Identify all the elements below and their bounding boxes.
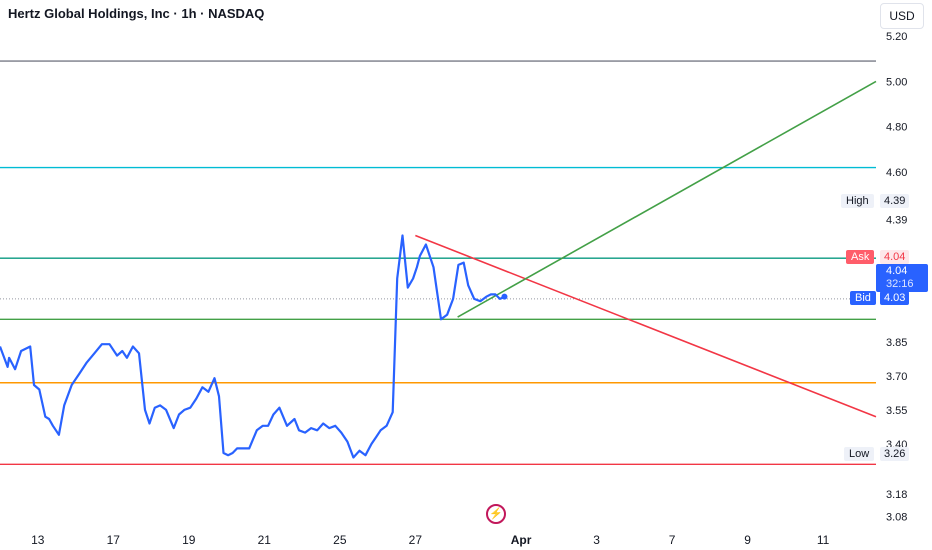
x-tick-label: 11 <box>817 533 830 547</box>
trendline-1 <box>457 80 877 318</box>
tradingview-logo-icon[interactable]: ⚡ <box>486 504 506 524</box>
low-label: Low <box>844 447 875 461</box>
bid-label: Bid <box>850 291 876 305</box>
x-tick-label: 21 <box>258 533 272 547</box>
y-tick-label: 4.60 <box>886 167 907 179</box>
high-value: 4.39 <box>880 194 910 208</box>
trendlines <box>415 80 877 418</box>
price-line-series <box>0 234 505 459</box>
y-tick-label: 4.80 <box>886 122 907 134</box>
x-tick-label: Apr <box>511 533 532 547</box>
chart-title: Hertz Global Holdings, Inc · 1h · NASDAQ <box>8 6 265 21</box>
y-tick-label: 5.20 <box>886 31 907 43</box>
current-price-value: 4.04 <box>886 265 908 277</box>
horizontal-levels <box>0 60 876 466</box>
trendline-0 <box>415 234 877 418</box>
y-tick-label: 3.85 <box>886 337 907 349</box>
y-tick-label: 3.55 <box>886 405 907 417</box>
price-series <box>0 234 508 459</box>
y-tick-label: 3.18 <box>886 489 907 501</box>
high-label: High <box>841 194 874 208</box>
bid-value: 4.03 <box>880 291 910 305</box>
last-price-point <box>501 293 508 300</box>
x-tick-label: 27 <box>409 533 423 547</box>
x-tick-label: 17 <box>107 533 121 547</box>
currency-button[interactable]: USD <box>880 3 924 29</box>
ask-value: 4.04 <box>880 250 910 264</box>
ask-label: Ask <box>846 250 875 264</box>
y-tick-label: 3.08 <box>886 511 907 523</box>
x-tick-label: 13 <box>31 533 45 547</box>
low-value: 3.26 <box>880 447 910 461</box>
x-tick-label: 19 <box>182 533 196 547</box>
x-tick-label: 3 <box>593 533 600 547</box>
bar-countdown: 32:16 <box>886 278 914 290</box>
y-tick-label: 3.70 <box>886 371 907 383</box>
y-tick-label: 4.39 <box>886 215 907 227</box>
x-axis-ticks: 13 17 19 21 25 27 Apr 3 7 9 11 <box>31 533 830 547</box>
x-tick-label: 25 <box>333 533 347 547</box>
x-tick-label: 7 <box>669 533 676 547</box>
x-tick-label: 9 <box>744 533 751 547</box>
y-tick-label: 5.00 <box>886 76 907 88</box>
current-price-badge: 4.04 32:16 <box>876 264 928 292</box>
